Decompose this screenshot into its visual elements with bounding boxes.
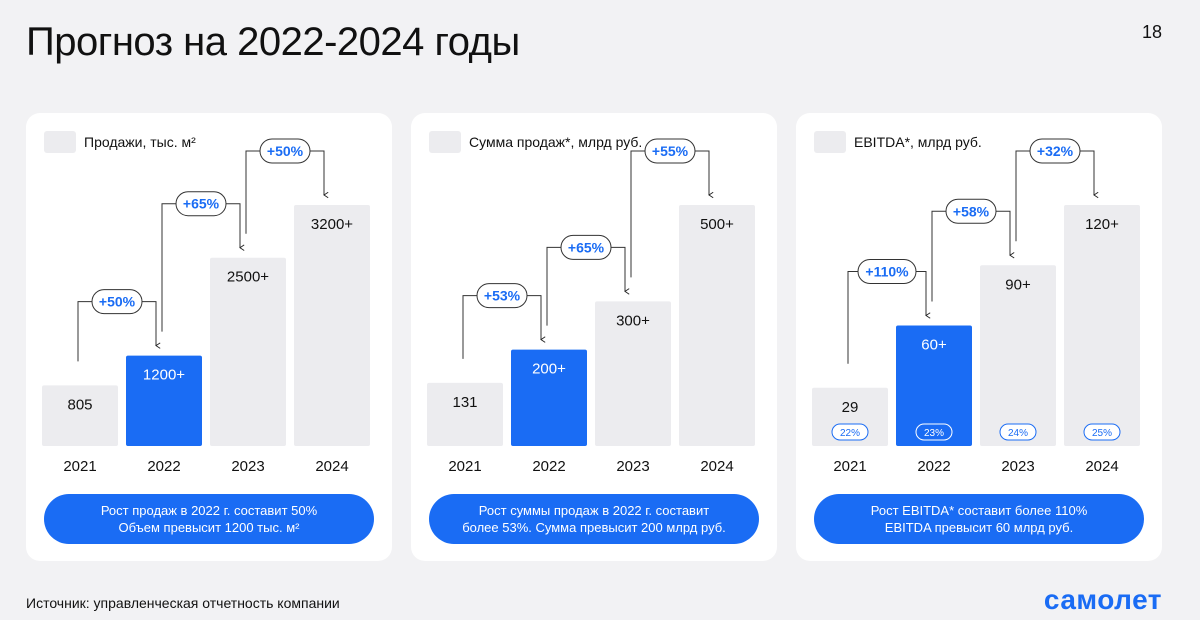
bar — [679, 205, 755, 446]
margin-badge-label: 22% — [840, 428, 860, 439]
growth-badge — [175, 191, 227, 217]
bar-chart-ebitda: 29 2021 22% 60+ 2022 23% 90+ 2023 24% 120+ 2024 25%… — [812, 138, 1140, 475]
margin-badge — [999, 423, 1037, 441]
growth-label: +110% — [865, 264, 909, 280]
x-tick-label: 2024 — [315, 458, 348, 475]
growth-label: +32% — [1037, 143, 1074, 159]
growth-badge — [259, 138, 311, 164]
chart-legend: EBITDA*, млрд руб. — [814, 131, 982, 153]
x-tick-label: 2022 — [917, 458, 950, 475]
legend-swatch — [429, 131, 461, 153]
summary-line-2: EBITDA превысит 60 млрд руб. — [884, 520, 1074, 535]
bar — [511, 349, 587, 446]
growth-badge — [1029, 138, 1081, 164]
margin-badge-label: 25% — [1092, 428, 1112, 439]
summary-line-1: Рост EBITDA* составит более 110% — [870, 503, 1088, 518]
x-tick-label: 2024 — [1085, 458, 1118, 475]
source-note: Источник: управленческая отчетность комп… — [26, 595, 340, 611]
bar — [980, 265, 1056, 446]
growth-badge — [644, 138, 696, 164]
x-tick-label: 2022 — [532, 458, 565, 475]
bar-value-label: 3200+ — [311, 216, 353, 233]
bar — [896, 325, 972, 446]
summary-pill: Рост суммы продаж в 2022 г. составит бол… — [429, 494, 759, 544]
growth-label: +50% — [99, 294, 136, 310]
growth-label: +53% — [484, 288, 521, 304]
x-tick-label: 2023 — [231, 458, 264, 475]
legend-swatch — [44, 131, 76, 153]
margin-badge-label: 23% — [924, 428, 944, 439]
bar-value-label: 29 — [842, 399, 859, 416]
summary-pill: Рост продаж в 2022 г. составит 50% Объем… — [44, 494, 374, 544]
bar-value-label: 300+ — [616, 312, 650, 329]
chart-card-ebitda: EBITDA*, млрд руб. 29 2021 22% 60+ 2022 23% 90… — [796, 113, 1162, 561]
bar — [812, 387, 888, 446]
bar-value-label: 131 — [452, 394, 477, 411]
growth-badge — [560, 234, 612, 260]
chart-card-sales-area: Продажи, тыс. м² 805 2021 1200+ 2022 2500+ 20… — [26, 113, 392, 561]
bar — [126, 355, 202, 446]
margin-badge — [915, 423, 953, 441]
bar-value-label: 120+ — [1085, 216, 1119, 233]
growth-badge — [945, 198, 997, 224]
chart-legend: Продажи, тыс. м² — [44, 131, 196, 153]
summary-line-1: Рост продаж в 2022 г. составит 50% — [100, 503, 318, 518]
growth-badge — [91, 289, 143, 315]
chart-title: Продажи, тыс. м² — [84, 134, 196, 150]
summary-line-1: Рост суммы продаж в 2022 г. составит — [478, 503, 710, 518]
bar-value-label: 200+ — [532, 361, 566, 378]
bar-value-label: 1200+ — [143, 367, 185, 384]
chart-legend: Сумма продаж*, млрд руб. — [429, 131, 642, 153]
bar — [294, 205, 370, 446]
growth-label: +65% — [568, 239, 605, 255]
margin-badge — [1083, 423, 1121, 441]
page-number: 18 — [1141, 22, 1162, 42]
bar-chart-sales-amount: 131 2021 200+ 2022 300+ 2023 500+ 2024 +53% +65% +… — [427, 138, 755, 475]
bar — [1064, 205, 1140, 446]
x-tick-label: 2021 — [448, 458, 481, 475]
chart-title: Сумма продаж*, млрд руб. — [469, 134, 643, 150]
growth-label: +50% — [267, 143, 304, 159]
growth-label: +65% — [183, 196, 220, 212]
bar-value-label: 500+ — [700, 216, 734, 233]
x-tick-label: 2021 — [833, 458, 866, 475]
page-title: Прогноз на 2022-2024 годы — [26, 20, 520, 64]
bar — [42, 385, 118, 446]
x-tick-label: 2023 — [1001, 458, 1034, 475]
legend-swatch — [814, 131, 846, 153]
summary-line-2: Объем превысит 1200 тыс. м² — [118, 520, 300, 535]
bar-value-label: 60+ — [921, 337, 947, 354]
bar-value-label: 2500+ — [227, 269, 269, 286]
summary-pill: Рост EBITDA* составит более 110% EBITDA … — [814, 494, 1144, 544]
margin-badge — [831, 423, 869, 441]
x-tick-label: 2021 — [63, 458, 96, 475]
x-tick-label: 2023 — [616, 458, 649, 475]
growth-badge — [857, 259, 917, 284]
chart-title: EBITDA*, млрд руб. — [854, 134, 982, 150]
bar — [210, 257, 286, 446]
summary-line-2: более 53%. Сумма превысит 200 млрд руб. — [462, 520, 726, 535]
growth-label: +58% — [953, 203, 990, 219]
x-tick-label: 2022 — [147, 458, 180, 475]
company-logo: самолет — [1043, 584, 1162, 615]
bar — [427, 382, 503, 446]
bar — [595, 301, 671, 446]
x-tick-label: 2024 — [700, 458, 733, 475]
chart-card-sales-amount: Сумма продаж*, млрд руб. 131 2021 200+ 2022… — [411, 113, 777, 561]
margin-badge-label: 24% — [1008, 428, 1028, 439]
bar-value-label: 805 — [67, 396, 92, 413]
bar-value-label: 90+ — [1005, 276, 1031, 293]
growth-badge — [476, 283, 528, 309]
bar-chart-sales-area: 805 2021 1200+ 2022 2500+ 2023 3200+ 2024 +50% +6… — [42, 138, 370, 475]
growth-label: +55% — [652, 143, 689, 159]
